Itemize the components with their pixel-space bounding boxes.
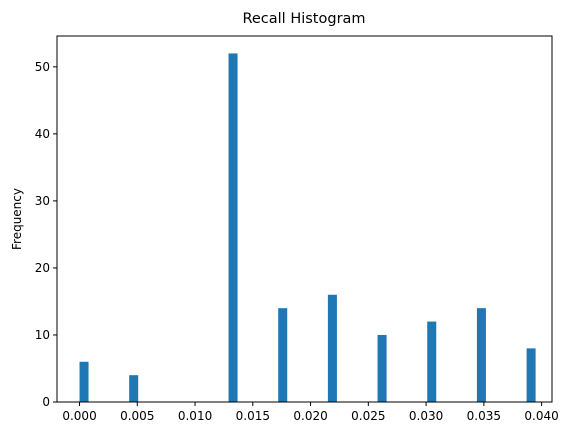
x-tick-label: 0.025 bbox=[351, 409, 385, 423]
y-axis: 0 10 20 30 40 50 bbox=[35, 60, 57, 409]
histogram-bar bbox=[129, 375, 139, 402]
y-tick-label: 20 bbox=[35, 261, 50, 275]
histogram-bar bbox=[377, 334, 387, 402]
y-tick-label: 40 bbox=[35, 127, 50, 141]
histogram-bar bbox=[278, 308, 288, 402]
bars-group bbox=[79, 53, 536, 403]
plot-frame bbox=[56, 35, 553, 403]
x-tick-label: 0.020 bbox=[293, 409, 327, 423]
histogram-bar bbox=[476, 308, 486, 402]
histogram-bar bbox=[327, 294, 337, 402]
histogram-bar bbox=[427, 321, 437, 402]
y-tick-label: 50 bbox=[35, 60, 50, 74]
histogram-bar bbox=[79, 361, 89, 402]
x-axis: 0.000 0.005 0.010 0.015 0.020 0.025 0.030 0.035… bbox=[62, 402, 559, 423]
histogram-bar bbox=[526, 348, 536, 402]
y-tick-label: 30 bbox=[35, 194, 50, 208]
histogram-bar bbox=[228, 53, 238, 403]
x-tick-label: 0.030 bbox=[409, 409, 443, 423]
x-tick-label: 0.010 bbox=[178, 409, 212, 423]
y-tick-label: 10 bbox=[35, 328, 50, 342]
x-tick-label: 0.015 bbox=[236, 409, 270, 423]
x-tick-label: 0.040 bbox=[524, 409, 558, 423]
y-axis-label: Frequency bbox=[10, 188, 24, 250]
y-tick-label: 0 bbox=[42, 395, 50, 409]
chart-title: Recall Histogram bbox=[242, 11, 365, 27]
x-tick-label: 0.005 bbox=[120, 409, 154, 423]
x-tick-label: 0.000 bbox=[62, 409, 96, 423]
x-tick-label: 0.035 bbox=[467, 409, 501, 423]
